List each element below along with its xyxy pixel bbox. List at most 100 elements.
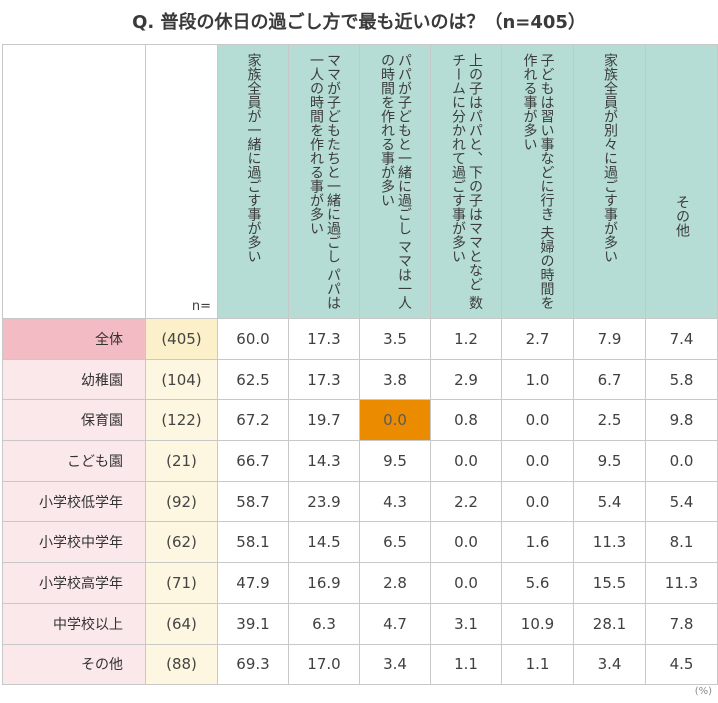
- row-label: こども園: [2, 440, 146, 482]
- value-cell: 6.5: [359, 521, 431, 564]
- value-cell: 60.0: [217, 318, 289, 360]
- value-cell: 14.5: [288, 521, 360, 564]
- value-cell: 8.1: [645, 521, 718, 564]
- value-cell: 0.0: [501, 480, 574, 523]
- column-header-label: ママが子どもたちと一緒に過ごし パパは一人の時間を作れる事が多い: [308, 53, 341, 310]
- column-header-label: 家族全員が別々に過ごす事が多い: [602, 53, 618, 263]
- value-cell: 9.5: [359, 440, 431, 482]
- row-n-value: (122): [145, 399, 218, 442]
- value-cell: 2.9: [430, 358, 502, 401]
- column-header-label: 子どもは習い事などに行き 夫婦の時間を作れる事が多い: [521, 53, 555, 310]
- value-cell: 4.3: [359, 480, 431, 523]
- value-cell: 17.3: [288, 318, 360, 360]
- value-cell: 5.4: [573, 480, 646, 523]
- column-header: 家族全員が別々に過ごす事が多い: [573, 44, 646, 319]
- value-cell: 1.2: [430, 318, 502, 360]
- value-cell: 62.5: [217, 358, 289, 401]
- results-table: n= 家族全員が一緒に過ごす事が多い ママが子どもたちと一緒に過ごし パパは一人…: [2, 44, 718, 686]
- value-cell: 1.6: [501, 521, 574, 564]
- value-cell: 0.8: [430, 399, 502, 442]
- value-cell: 3.4: [573, 643, 646, 686]
- value-cell: 58.7: [217, 480, 289, 523]
- value-cell: 0.0: [430, 440, 502, 482]
- row-label: 全体: [2, 318, 146, 360]
- value-cell: 11.3: [573, 521, 646, 564]
- value-cell: 39.1: [217, 602, 289, 645]
- row-n-value: (21): [145, 440, 218, 482]
- column-header: その他: [645, 44, 718, 319]
- value-cell: 1.0: [501, 358, 574, 401]
- value-cell: 67.2: [217, 399, 289, 442]
- row-label: その他: [2, 643, 146, 686]
- value-cell: 58.1: [217, 521, 289, 564]
- column-header: パパが子どもと一緒に過ごし ママは一人の時間を作れる事が多い: [359, 44, 431, 319]
- n-header-cell: n=: [145, 44, 218, 319]
- value-cell: 15.5: [573, 562, 646, 604]
- value-cell: 7.4: [645, 318, 718, 360]
- value-cell: 23.9: [288, 480, 360, 523]
- value-cell: 19.7: [288, 399, 360, 442]
- value-cell: 2.5: [573, 399, 646, 442]
- table-row: 全体 (405) 60.0 17.3 3.5 1.2 2.7 7.9 7.4: [2, 318, 718, 360]
- table-row: 小学校高学年 (71) 47.9 16.9 2.8 0.0 5.6 15.5 11.3: [2, 562, 718, 604]
- column-header: 子どもは習い事などに行き 夫婦の時間を作れる事が多い: [501, 44, 574, 319]
- value-cell: 47.9: [217, 562, 289, 604]
- value-cell: 0.0: [430, 562, 502, 604]
- value-cell: 3.8: [359, 358, 431, 401]
- value-cell: 7.8: [645, 602, 718, 645]
- row-label: 小学校中学年: [2, 521, 146, 564]
- column-header: 上の子はパパと、下の子はママとなど 数チームに分かれて過ごす事が多い: [430, 44, 502, 319]
- row-label: 中学校以上: [2, 602, 146, 645]
- value-cell: 1.1: [430, 643, 502, 686]
- row-label: 小学校低学年: [2, 480, 146, 523]
- value-cell: 5.6: [501, 562, 574, 604]
- value-cell: 5.8: [645, 358, 718, 401]
- table-row: その他 (88) 69.3 17.0 3.4 1.1 1.1 3.4 4.5: [2, 643, 718, 686]
- value-cell: 17.3: [288, 358, 360, 401]
- value-cell: 3.1: [430, 602, 502, 645]
- value-cell: 0.0: [430, 521, 502, 564]
- row-n-value: (92): [145, 480, 218, 523]
- row-label: 小学校高学年: [2, 562, 146, 604]
- table-row: 保育園 (122) 67.2 19.7 0.0 0.8 0.0 2.5 9.8: [2, 399, 718, 442]
- column-header-label: 上の子はパパと、下の子はママとなど 数チームに分かれて過ごす事が多い: [450, 53, 483, 310]
- value-cell: 28.1: [573, 602, 646, 645]
- column-header-label: 家族全員が一緒に過ごす事が多い: [245, 53, 262, 263]
- value-cell: 3.5: [359, 318, 431, 360]
- value-cell: 6.7: [573, 358, 646, 401]
- value-cell: 0.0: [645, 440, 718, 482]
- value-cell: 0.0: [501, 399, 574, 442]
- row-n-value: (71): [145, 562, 218, 604]
- value-cell: 1.1: [501, 643, 574, 686]
- value-cell: 11.3: [645, 562, 718, 604]
- table-body: 全体 (405) 60.0 17.3 3.5 1.2 2.7 7.9 7.4 幼稚園 (104) 62…: [2, 318, 718, 686]
- value-cell: 10.9: [501, 602, 574, 645]
- row-n-value: (405): [145, 318, 218, 360]
- value-cell: 66.7: [217, 440, 289, 482]
- column-header-label: パパが子どもと一緒に過ごし ママは一人の時間を作れる事が多い: [379, 53, 412, 310]
- value-cell: 4.5: [645, 643, 718, 686]
- row-n-value: (104): [145, 358, 218, 401]
- value-cell: 17.0: [288, 643, 360, 686]
- value-cell: 3.4: [359, 643, 431, 686]
- column-header: 家族全員が一緒に過ごす事が多い: [217, 44, 289, 319]
- value-cell: 69.3: [217, 643, 289, 686]
- row-n-value: (88): [145, 643, 218, 686]
- unit-label: (%): [694, 686, 712, 697]
- chart-title: Q. 普段の休日の過ごし方で最も近いのは？（n=405）: [132, 12, 586, 33]
- n-label: n=: [191, 299, 211, 314]
- corner-cell: [2, 44, 146, 319]
- value-cell: 4.7: [359, 602, 431, 645]
- header-row: n= 家族全員が一緒に過ごす事が多い ママが子どもたちと一緒に過ごし パパは一人…: [2, 44, 718, 319]
- table-row: 小学校中学年 (62) 58.1 14.5 6.5 0.0 1.6 11.3 8.1: [2, 521, 718, 564]
- value-cell: 0.0: [501, 440, 574, 482]
- row-n-value: (64): [145, 602, 218, 645]
- value-cell: 7.9: [573, 318, 646, 360]
- value-cell: 2.8: [359, 562, 431, 604]
- value-cell: 9.5: [573, 440, 646, 482]
- column-header: ママが子どもたちと一緒に過ごし パパは一人の時間を作れる事が多い: [288, 44, 360, 319]
- value-cell: 2.7: [501, 318, 574, 360]
- value-cell: 5.4: [645, 480, 718, 523]
- column-header-label: その他: [674, 195, 690, 237]
- table-row: こども園 (21) 66.7 14.3 9.5 0.0 0.0 9.5 0.0: [2, 440, 718, 482]
